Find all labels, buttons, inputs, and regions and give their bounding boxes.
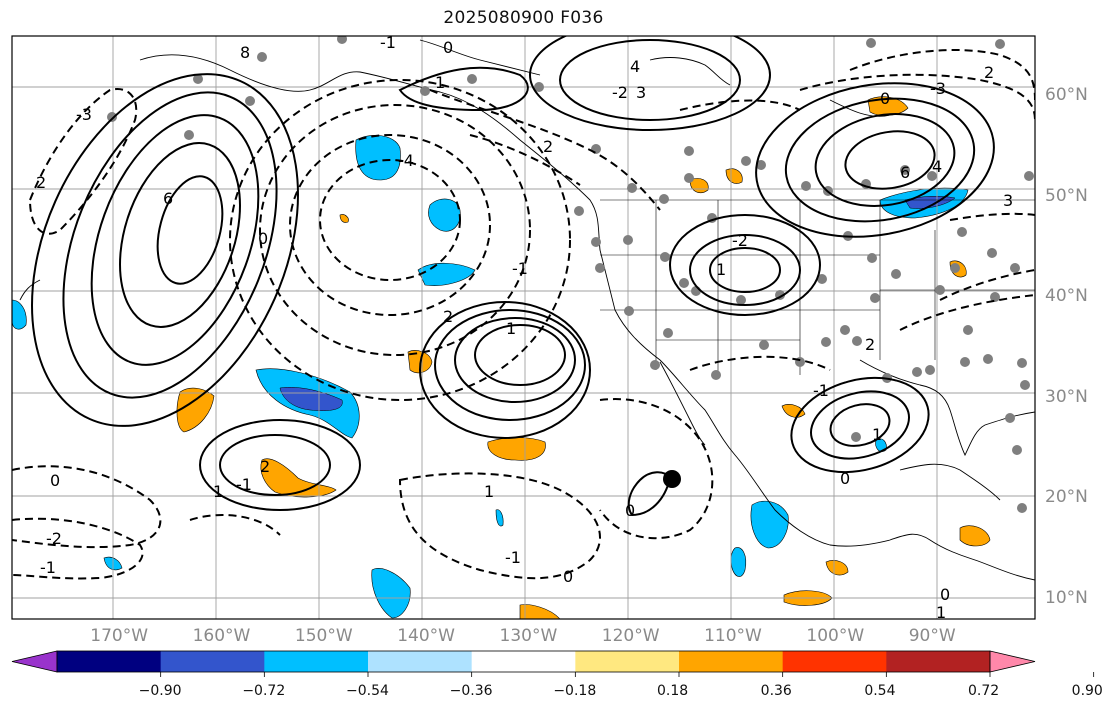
- contours-positive: [31, 36, 995, 517]
- station-markers: [107, 36, 1034, 513]
- longitude-label: 140°W: [397, 626, 455, 646]
- longitude-label: 150°W: [294, 626, 353, 646]
- state-borders: [600, 199, 1035, 375]
- map-title: 2025080900 F036: [443, 8, 604, 28]
- colorbar-segment: [471, 651, 576, 672]
- colorbar-tick-label: −0.36: [449, 683, 493, 699]
- contour-label: -1: [813, 381, 829, 400]
- longitude-label: 130°W: [499, 626, 558, 646]
- contour-label: -3: [930, 79, 946, 98]
- contour-label: -2: [46, 529, 62, 548]
- contour-label: -2: [612, 83, 628, 102]
- contour-label: -1: [236, 475, 252, 494]
- map-frame: [11, 35, 1036, 620]
- colorbar: [11, 650, 1095, 677]
- latitude-label: 40°N: [1045, 286, 1088, 307]
- colorbar-frame: [56, 650, 991, 673]
- longitude-label: 90°W: [908, 626, 956, 646]
- contour-label: 0: [940, 585, 950, 604]
- contours-negative: [12, 49, 1035, 580]
- contour-label: 1: [435, 73, 445, 92]
- contour-label: 0: [563, 567, 573, 586]
- colorbar-segment: [886, 651, 991, 672]
- colorbar-segment: [368, 651, 473, 672]
- contour-label: 3: [1003, 191, 1013, 210]
- contour-label: 8: [240, 43, 250, 62]
- latitude-label: 10°N: [1045, 587, 1088, 608]
- contour-label: 3: [636, 83, 646, 102]
- contour-label: 0: [625, 501, 635, 520]
- colorbar-tick-label: 0.36: [760, 683, 792, 699]
- contour-label: 2: [984, 63, 994, 82]
- colorbar-extend-min: [11, 650, 58, 673]
- longitude-label: 100°W: [806, 626, 865, 646]
- contour-labels: 8 -1 0 1 4 3 -2 -3 6 2 -4 0 2 -1 1 2 0 -…: [36, 33, 1013, 622]
- latitude-label: 20°N: [1045, 487, 1088, 508]
- contour-label: -4: [398, 151, 414, 170]
- contour-label: -1: [40, 558, 56, 577]
- contour-label: 6: [900, 163, 910, 182]
- contour-label: -1: [380, 33, 396, 52]
- latitude-label: 30°N: [1045, 386, 1088, 407]
- colorbar-tick-label: −0.18: [553, 683, 597, 699]
- contour-label: 1: [484, 482, 494, 501]
- contour-label: -3: [76, 105, 92, 124]
- colorbar-extend-max: [989, 650, 1036, 673]
- colorbar-segment: [782, 651, 887, 672]
- contour-label: 1: [872, 425, 882, 444]
- colorbar-segment: [575, 651, 680, 672]
- contour-label: 1: [716, 260, 726, 279]
- colorbar-tick-label: 0.18: [657, 683, 689, 699]
- colorbar-tick-label: −0.54: [346, 683, 389, 699]
- contour-label: 0: [258, 229, 268, 248]
- contour-label: 1: [213, 482, 223, 501]
- contour-label: 0: [840, 469, 850, 488]
- colorbar-segment: [679, 651, 784, 672]
- contour-label: 0: [443, 38, 453, 57]
- colorbar-segment: [57, 651, 162, 672]
- graticule: [12, 36, 1035, 619]
- colorbar-tick-label: −0.90: [138, 683, 182, 699]
- contour-label: 1: [506, 319, 516, 338]
- colorbar-segment: [264, 651, 369, 672]
- contour-label: 2: [36, 173, 46, 192]
- coastlines: [19, 39, 1035, 581]
- colorbar-segment: [160, 651, 265, 672]
- contour-label: 1: [936, 603, 946, 622]
- storm-center-marker: [663, 470, 681, 488]
- contour-label: 2: [260, 457, 270, 476]
- latitude-label: 60°N: [1045, 85, 1088, 106]
- contour-label: 2: [865, 335, 875, 354]
- contour-label: 0: [50, 471, 60, 490]
- contour-label: 4: [932, 157, 942, 176]
- latitude-label: 50°N: [1045, 185, 1088, 206]
- longitude-label: 110°W: [704, 626, 762, 646]
- contour-label: 0: [880, 89, 890, 108]
- colorbar-tick-label: 0.54: [864, 683, 896, 699]
- colorbar-tick-label: 0.90: [1071, 683, 1103, 699]
- contour-label: 2: [543, 137, 553, 156]
- contour-label: -1: [505, 548, 521, 567]
- contour-label: -2: [732, 231, 748, 250]
- colorbar-tick-label: −0.72: [242, 683, 286, 699]
- longitude-label: 120°W: [601, 626, 660, 646]
- longitude-label: 160°W: [192, 626, 251, 646]
- contour-label: -1: [512, 259, 528, 278]
- contour-label: 4: [630, 57, 640, 76]
- colorbar-tick-label: 0.72: [968, 683, 1000, 699]
- shaded-field-darkblue: [279, 196, 956, 411]
- contour-label: 2: [443, 307, 453, 326]
- contour-label: 6: [163, 189, 173, 208]
- longitude-label: 170°W: [90, 626, 149, 646]
